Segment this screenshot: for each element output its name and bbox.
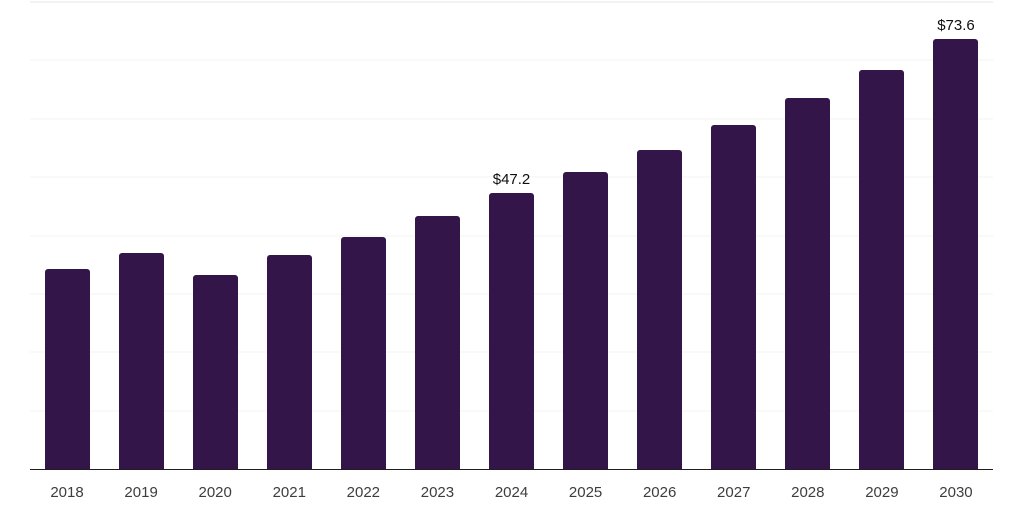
x-tick-2021: 2021 [272,484,306,501]
x-tick-2018: 2018 [50,484,84,501]
bar-2018 [44,269,90,469]
x-tick-2025: 2025 [568,484,603,501]
x-tick-2028: 2028 [791,484,825,501]
value-label-2030: $73.6 [937,17,975,35]
bar-slot-2019 [104,2,178,469]
gridline-50 [30,176,993,178]
bar-slot-2025 [549,2,623,469]
bar-2019 [118,253,164,469]
bar-2025 [563,172,609,469]
bar-2023 [414,216,460,469]
bar-2024 [489,193,534,469]
bar-2026 [637,149,683,469]
bar-2027 [711,125,757,469]
bar-2021 [266,255,312,469]
bars-row: $47.2 $73.6 [30,2,993,469]
bar-slot-2018 [30,2,104,469]
bar-slot-2023 [400,2,474,469]
x-tick-2019: 2019 [124,484,158,501]
x-tick-2030: 2030 [939,484,973,501]
gridline-70 [30,59,993,61]
bar-slot-2022 [326,2,400,469]
value-label-2024: $47.2 [492,171,531,189]
bar-slot-2028 [771,2,845,469]
x-axis-line [30,468,993,470]
x-tick-2024: 2024 [494,484,529,501]
bar-slot-2026 [623,2,697,469]
bar-2029 [859,69,905,469]
bar-slot-2020 [178,2,252,469]
bar-2030 [933,39,979,469]
bar-slot-2027 [697,2,771,469]
bar-2028 [785,97,831,469]
bar-slot-2024: $47.2 [474,2,548,469]
x-axis-labels: 2018 2019 2020 2021 2022 2023 2024 2025 2026 2027… [30,484,993,502]
bar-slot-2021 [252,2,326,469]
gridline-60 [30,118,993,120]
gridline-80 [30,1,993,3]
x-tick-2020: 2020 [198,484,232,501]
bar-2020 [192,274,238,469]
x-tick-2023: 2023 [420,484,455,501]
plot-area: $47.2 $73.6 [30,1,993,470]
bar-slot-2029 [845,2,919,469]
x-tick-2022: 2022 [346,484,381,501]
x-tick-2027: 2027 [717,484,751,501]
x-tick-2026: 2026 [642,484,677,501]
x-tick-2029: 2029 [865,484,899,501]
bar-2022 [340,237,386,469]
bar-slot-2030: $73.6 [919,2,993,469]
